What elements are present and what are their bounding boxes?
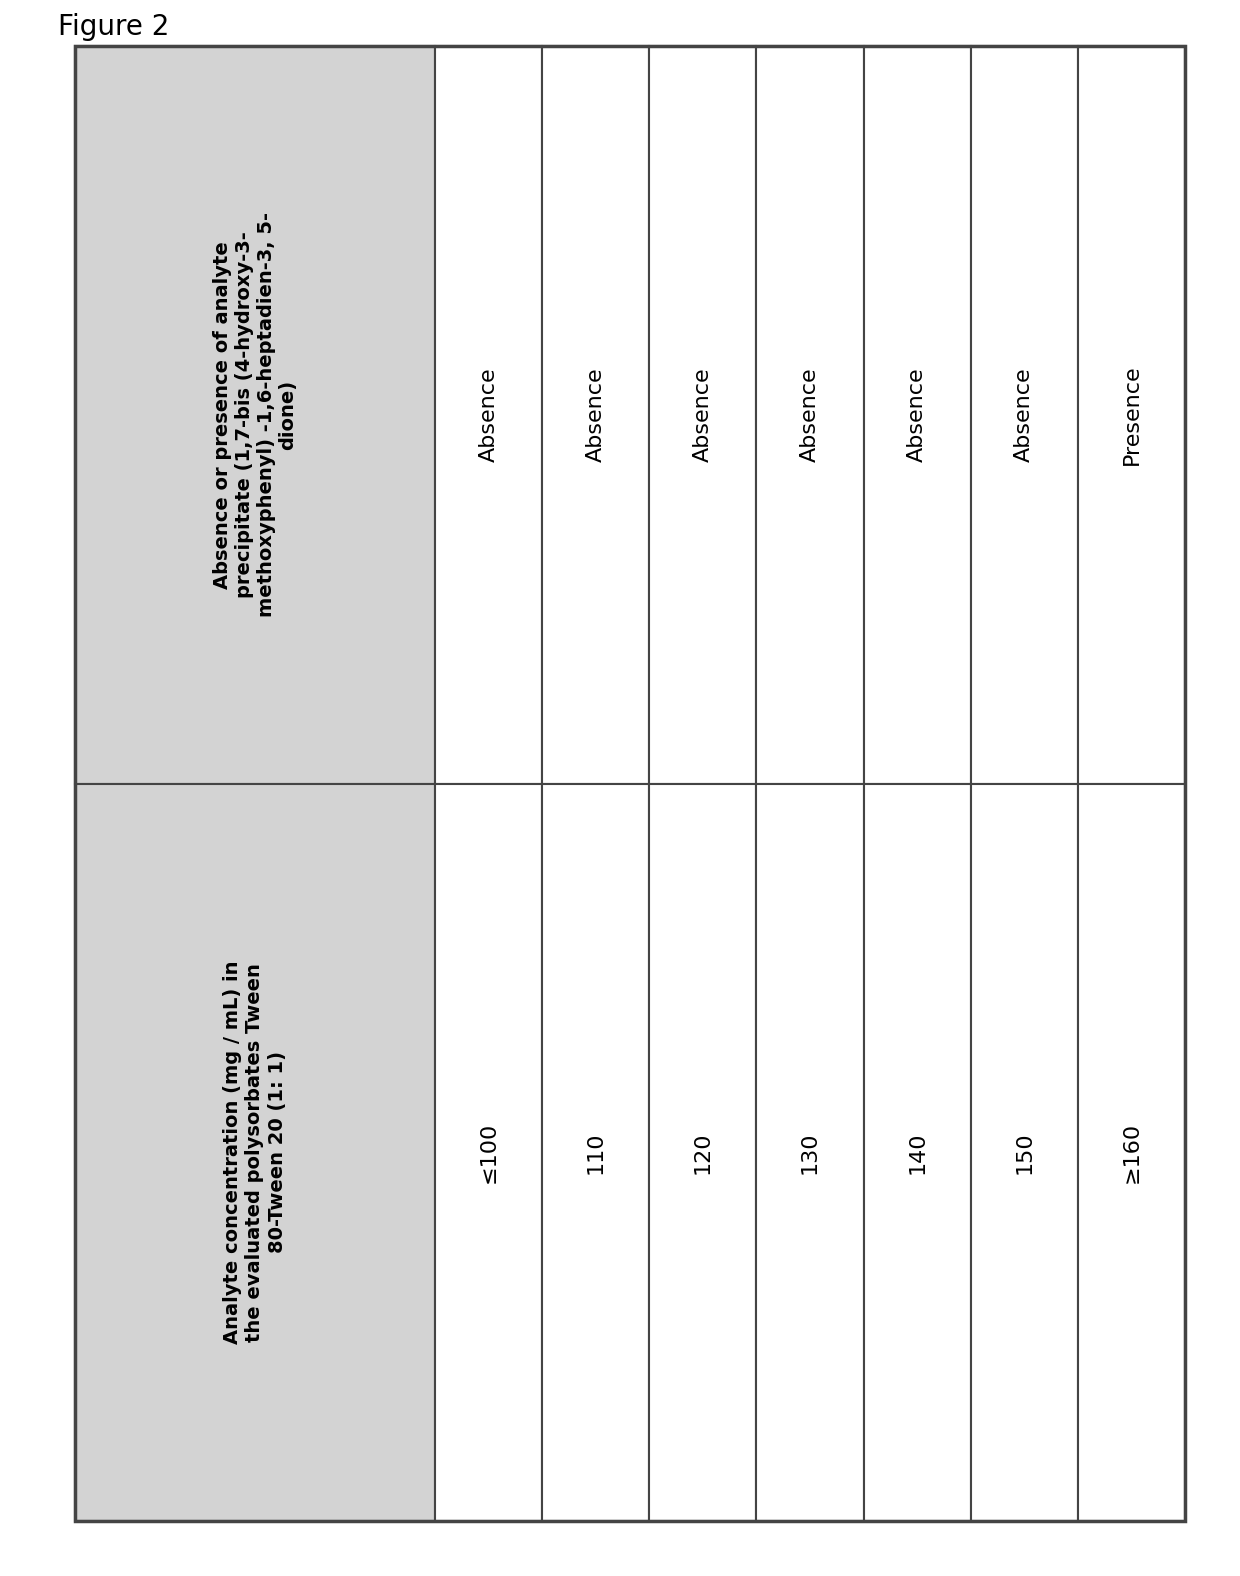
Text: Absence: Absence xyxy=(1014,367,1034,462)
Text: 110: 110 xyxy=(585,1132,605,1174)
Bar xyxy=(542,46,650,783)
Text: ≤100: ≤100 xyxy=(479,1122,498,1184)
Text: 130: 130 xyxy=(800,1132,820,1174)
Bar xyxy=(756,46,863,783)
Text: Presence: Presence xyxy=(1121,364,1142,465)
Text: ≥160: ≥160 xyxy=(1121,1122,1142,1184)
Bar xyxy=(435,46,542,783)
Bar xyxy=(1078,783,1185,1521)
Bar xyxy=(756,783,863,1521)
Bar xyxy=(971,783,1078,1521)
Bar xyxy=(74,783,435,1521)
Text: Absence: Absence xyxy=(693,367,713,462)
Text: 140: 140 xyxy=(908,1132,928,1174)
Bar xyxy=(971,46,1078,783)
Bar xyxy=(863,783,971,1521)
Text: Absence: Absence xyxy=(908,367,928,462)
Text: Absence: Absence xyxy=(585,367,605,462)
Bar xyxy=(650,46,756,783)
Bar xyxy=(74,46,435,783)
Text: Absence or presence of analyte
precipitate (1,7-bis (4-hydroxy-3-
methoxyphenyl): Absence or presence of analyte precipita… xyxy=(212,213,298,618)
Bar xyxy=(542,783,650,1521)
Bar xyxy=(435,783,542,1521)
Bar xyxy=(1078,46,1185,783)
Text: 150: 150 xyxy=(1014,1132,1034,1174)
Text: Absence: Absence xyxy=(479,367,498,462)
Text: Analyte concentration (mg / mL) in
the evaluated polysorbates Tween
80-Tween 20 : Analyte concentration (mg / mL) in the e… xyxy=(223,960,286,1344)
Bar xyxy=(74,46,1185,1521)
Bar xyxy=(863,46,971,783)
Text: Absence: Absence xyxy=(800,367,820,462)
Bar xyxy=(650,783,756,1521)
Text: Figure 2: Figure 2 xyxy=(58,13,170,41)
Text: 120: 120 xyxy=(693,1132,713,1174)
